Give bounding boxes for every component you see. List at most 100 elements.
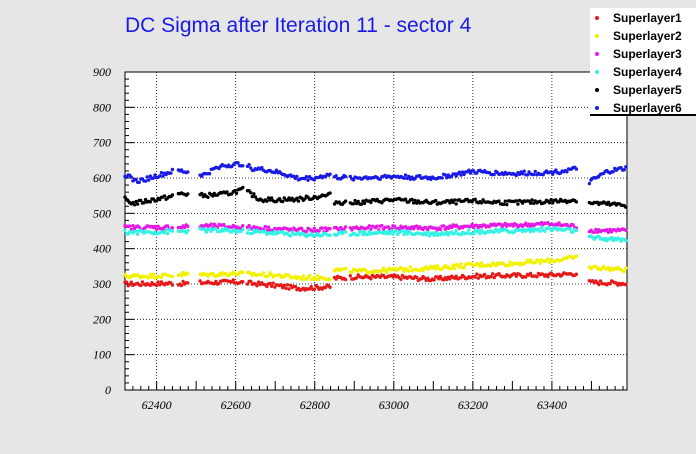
y-tick-label: 0 — [105, 383, 111, 397]
data-point — [158, 174, 162, 178]
data-point — [557, 200, 561, 204]
y-tick-label: 100 — [93, 348, 111, 362]
data-point — [522, 169, 526, 173]
data-point — [362, 230, 367, 234]
data-point — [598, 279, 603, 283]
data-point — [164, 228, 168, 232]
data-point — [282, 283, 286, 287]
data-point — [453, 231, 457, 236]
legend-label: Superlayer6 — [613, 101, 682, 115]
data-point — [265, 284, 269, 289]
data-point — [328, 277, 332, 282]
x-tick-label: 62400 — [142, 398, 172, 412]
y-tick-label: 300 — [92, 277, 111, 291]
data-point — [186, 224, 190, 229]
data-point — [426, 228, 430, 232]
data-point — [492, 275, 496, 280]
data-point — [198, 279, 202, 283]
data-point — [546, 275, 550, 279]
data-point — [432, 233, 436, 237]
data-point — [137, 180, 141, 185]
data-point — [445, 230, 449, 234]
data-point — [369, 200, 373, 205]
data-point — [129, 175, 133, 179]
data-point — [236, 161, 240, 165]
y-tick-label: 600 — [93, 171, 111, 185]
data-point — [459, 262, 463, 266]
data-point — [309, 285, 313, 289]
data-point — [389, 229, 394, 233]
data-point — [134, 177, 138, 182]
data-point — [343, 174, 348, 179]
data-point — [410, 197, 414, 202]
data-point — [211, 271, 215, 276]
data-point — [543, 229, 547, 233]
data-point — [434, 231, 438, 235]
data-point — [271, 232, 275, 236]
data-point — [156, 280, 160, 284]
legend-label: Superlayer5 — [613, 83, 682, 97]
legend-marker — [595, 88, 599, 92]
data-point — [249, 191, 253, 195]
data-point — [250, 194, 254, 199]
data-point — [532, 201, 536, 206]
legend-marker — [595, 34, 599, 38]
data-point — [304, 175, 309, 179]
data-point — [418, 174, 422, 178]
data-point — [354, 276, 359, 280]
data-point — [269, 284, 274, 288]
data-point — [170, 167, 175, 172]
data-point — [269, 272, 274, 277]
series-superlayer1 — [123, 271, 628, 292]
data-point — [624, 228, 628, 232]
legend-marker — [595, 52, 599, 56]
data-point — [179, 273, 184, 278]
data-point — [293, 284, 298, 289]
data-point — [528, 271, 533, 276]
data-point — [148, 283, 152, 287]
data-point — [320, 226, 324, 230]
data-point — [323, 285, 328, 290]
data-point — [328, 227, 332, 231]
data-point — [536, 258, 541, 263]
y-tick-label: 400 — [93, 242, 111, 256]
data-point — [128, 224, 132, 228]
data-point — [367, 229, 371, 234]
data-point — [434, 198, 438, 203]
data-point — [456, 263, 460, 267]
data-point — [506, 263, 511, 268]
data-point — [353, 198, 357, 203]
data-point — [602, 264, 606, 269]
legend-entry-superlayer2: Superlayer2 — [590, 28, 696, 46]
data-point — [241, 164, 245, 168]
data-point — [457, 170, 462, 174]
data-point — [356, 199, 360, 204]
data-point — [153, 224, 157, 229]
data-point — [147, 178, 151, 182]
data-point — [323, 175, 328, 179]
x-tick-label: 63400 — [537, 398, 567, 412]
data-point — [530, 227, 534, 231]
data-point — [459, 173, 463, 177]
data-point — [181, 279, 185, 284]
data-point — [524, 275, 528, 279]
data-point — [334, 277, 338, 281]
data-point — [263, 230, 267, 234]
data-point — [457, 265, 462, 269]
y-tick-label: 500 — [93, 206, 111, 220]
data-point — [359, 229, 364, 234]
series-superlayer5 — [123, 185, 628, 209]
data-point — [145, 175, 149, 179]
data-point — [538, 261, 542, 265]
data-point — [525, 173, 530, 177]
data-point — [528, 229, 533, 234]
data-point — [158, 283, 162, 287]
data-point — [170, 274, 175, 279]
data-point — [611, 170, 615, 174]
data-point — [366, 232, 370, 237]
data-point — [388, 231, 392, 236]
data-point — [453, 266, 457, 271]
data-point — [287, 287, 291, 291]
data-point — [151, 272, 156, 276]
